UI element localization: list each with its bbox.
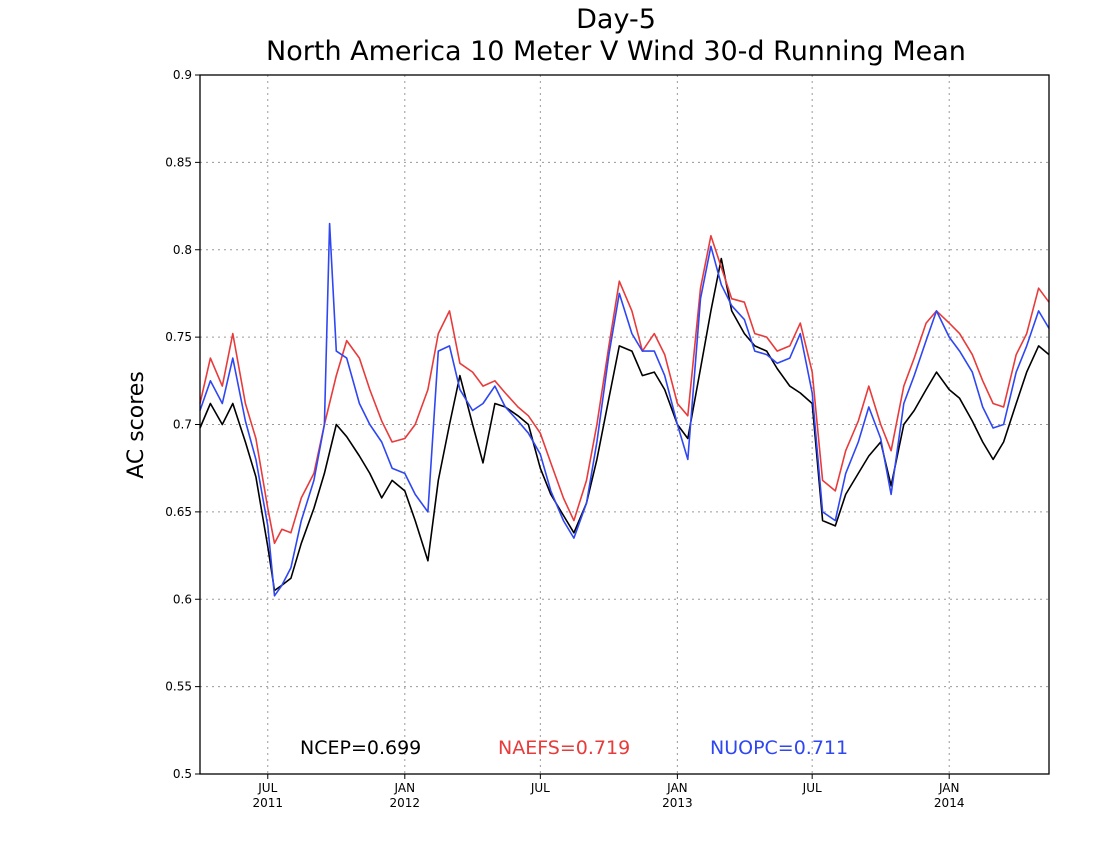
legend-entry-naefs: NAEFS=0.719 — [498, 737, 630, 759]
x-tick-label: JUL — [530, 781, 550, 795]
y-axis-label: AC scores — [124, 371, 149, 479]
legend: NCEP=0.699 NAEFS=0.719 NUOPC=0.711 — [300, 737, 848, 759]
x-tick-label: JAN — [938, 781, 960, 795]
y-tick-label: 0.7 — [173, 418, 192, 432]
series-line-naefs — [199, 235, 1050, 545]
y-tick-label: 0.5 — [173, 767, 192, 781]
y-tick-label: 0.9 — [173, 68, 192, 82]
x-tick-year-label: 2011 — [252, 796, 283, 810]
series-line-ncep — [199, 257, 1050, 592]
x-tick-label: JAN — [394, 781, 416, 795]
chart-title: Day-5 — [576, 4, 656, 35]
grid-lines — [200, 75, 1049, 774]
y-tick-label: 0.8 — [173, 243, 192, 257]
y-tick-label: 0.55 — [165, 680, 192, 694]
legend-entry-ncep: NCEP=0.699 — [300, 737, 421, 759]
x-tick-year-label: 2013 — [662, 796, 693, 810]
x-tick-year-label: 2012 — [390, 796, 421, 810]
plot-area-frame — [199, 74, 1050, 775]
legend-entry-nuopc: NUOPC=0.711 — [710, 737, 848, 759]
y-axis-ticks: 0.5 0.55 0.6 0.65 0.7 0.75 0.8 0.85 0.9 — [165, 68, 200, 781]
x-tick-label: JUL — [257, 781, 277, 795]
x-tick-year-label: 2014 — [934, 796, 965, 810]
y-tick-label: 0.65 — [165, 505, 192, 519]
y-tick-label: 0.6 — [173, 592, 192, 606]
x-tick-label: JUL — [802, 781, 822, 795]
y-tick-label: 0.85 — [165, 155, 192, 169]
series-line-nuopc — [199, 222, 1050, 597]
chart-subtitle: North America 10 Meter V Wind 30-d Runni… — [266, 36, 966, 67]
y-tick-label: 0.75 — [165, 330, 192, 344]
x-tick-label: JAN — [666, 781, 688, 795]
series-lines — [199, 222, 1050, 597]
